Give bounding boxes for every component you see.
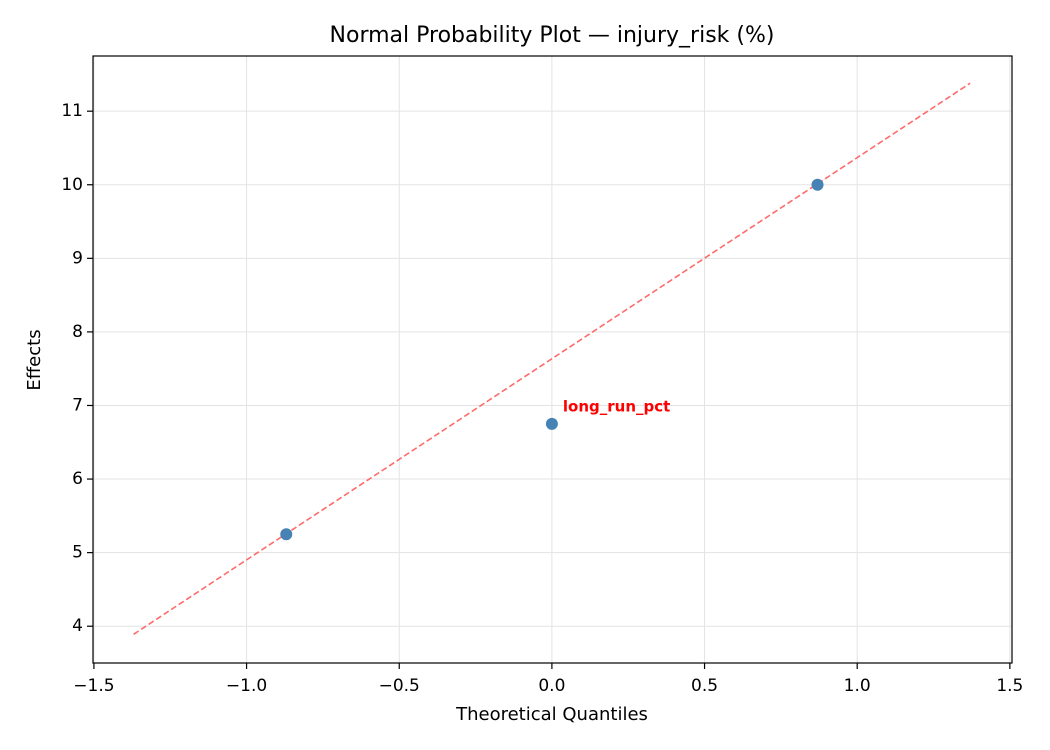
y-tick-label: 8 bbox=[72, 322, 83, 342]
x-tick-label: 1.0 bbox=[844, 676, 871, 696]
y-tick-label: 7 bbox=[72, 395, 83, 415]
y-axis-label: Effects bbox=[24, 329, 45, 390]
y-tick-label: 6 bbox=[72, 469, 83, 489]
x-tick-label: −0.5 bbox=[379, 676, 420, 696]
point bbox=[545, 417, 558, 430]
plot-frame bbox=[92, 55, 1013, 664]
x-axis-label: Theoretical Quantiles bbox=[455, 704, 648, 725]
y-tick-label: 11 bbox=[61, 101, 83, 121]
point bbox=[811, 178, 824, 191]
point-label: long_run_pct bbox=[563, 397, 670, 415]
x-tick-label: 0.5 bbox=[691, 676, 718, 696]
y-tick-label: 9 bbox=[72, 248, 83, 268]
chart-title: Normal Probability Plot — injury_risk (%… bbox=[330, 23, 775, 48]
reference-line bbox=[133, 82, 971, 635]
x-tick-label: 0.0 bbox=[538, 676, 565, 696]
y-tick-label: 4 bbox=[72, 616, 83, 636]
y-tick-label: 10 bbox=[61, 175, 83, 195]
x-tick-label: −1.0 bbox=[226, 676, 267, 696]
x-tick-label: −1.5 bbox=[73, 676, 114, 696]
x-tick-label: 1.5 bbox=[996, 676, 1023, 696]
y-tick-label: 5 bbox=[72, 543, 83, 563]
point bbox=[280, 528, 293, 541]
